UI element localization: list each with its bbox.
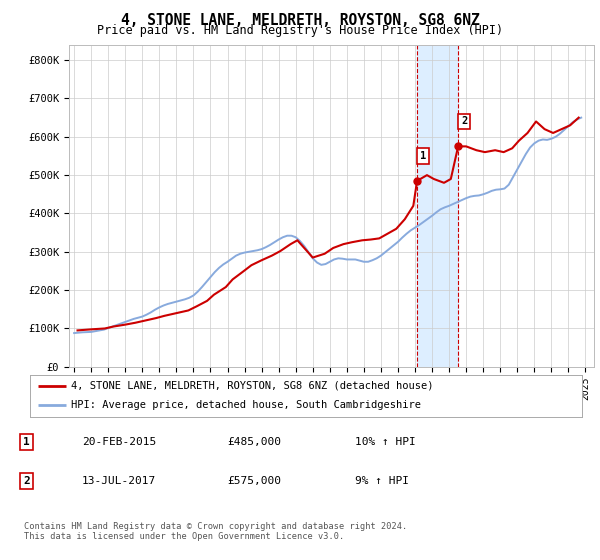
Text: £485,000: £485,000	[227, 437, 281, 447]
Text: 4, STONE LANE, MELDRETH, ROYSTON, SG8 6NZ: 4, STONE LANE, MELDRETH, ROYSTON, SG8 6N…	[121, 13, 479, 28]
Text: £575,000: £575,000	[227, 476, 281, 486]
Text: Contains HM Land Registry data © Crown copyright and database right 2024.
This d: Contains HM Land Registry data © Crown c…	[24, 522, 407, 542]
Text: Price paid vs. HM Land Registry's House Price Index (HPI): Price paid vs. HM Land Registry's House …	[97, 24, 503, 36]
Text: 1: 1	[23, 437, 30, 447]
Text: 1: 1	[420, 151, 426, 161]
Text: 20-FEB-2015: 20-FEB-2015	[82, 437, 156, 447]
Text: 13-JUL-2017: 13-JUL-2017	[82, 476, 156, 486]
Text: HPI: Average price, detached house, South Cambridgeshire: HPI: Average price, detached house, Sout…	[71, 400, 421, 410]
Text: 4, STONE LANE, MELDRETH, ROYSTON, SG8 6NZ (detached house): 4, STONE LANE, MELDRETH, ROYSTON, SG8 6N…	[71, 381, 434, 391]
Bar	[417, 45, 458, 367]
Text: 2: 2	[23, 476, 30, 486]
Text: 9% ↑ HPI: 9% ↑ HPI	[355, 476, 409, 486]
Text: 10% ↑ HPI: 10% ↑ HPI	[355, 437, 416, 447]
Text: 2: 2	[461, 116, 467, 127]
